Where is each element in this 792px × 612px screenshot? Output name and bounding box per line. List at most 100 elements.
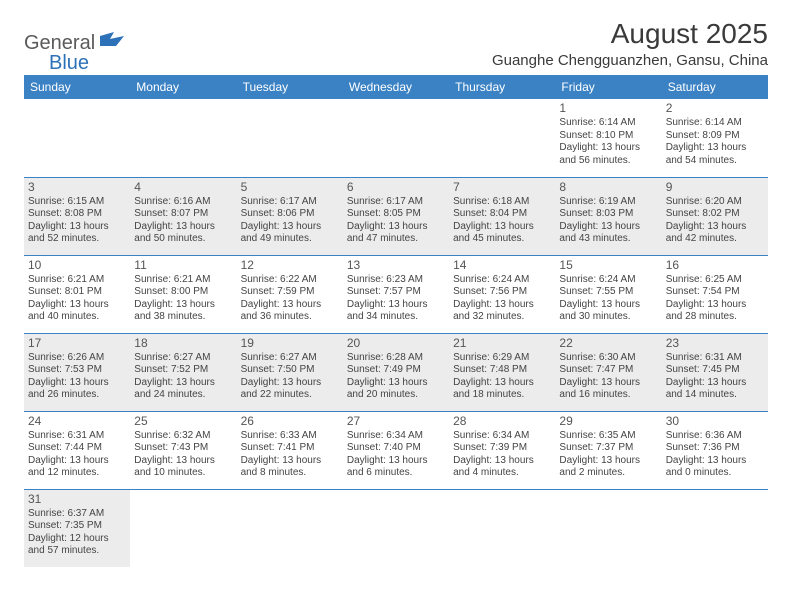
calendar-cell: 6Sunrise: 6:17 AMSunset: 8:05 PMDaylight… bbox=[343, 177, 449, 255]
sunset-text: Sunset: 8:03 PM bbox=[559, 208, 657, 221]
calendar-cell: 21Sunrise: 6:29 AMSunset: 7:48 PMDayligh… bbox=[449, 333, 555, 411]
sunset-text: Sunset: 7:52 PM bbox=[134, 364, 232, 377]
day-number: 20 bbox=[347, 336, 445, 351]
daylight-text: Daylight: 13 hours and 56 minutes. bbox=[559, 142, 657, 167]
day-number: 11 bbox=[134, 258, 232, 273]
sunrise-text: Sunrise: 6:14 AM bbox=[666, 117, 764, 130]
calendar-cell: 7Sunrise: 6:18 AMSunset: 8:04 PMDaylight… bbox=[449, 177, 555, 255]
sunrise-text: Sunrise: 6:34 AM bbox=[453, 430, 551, 443]
calendar-cell: 22Sunrise: 6:30 AMSunset: 7:47 PMDayligh… bbox=[555, 333, 661, 411]
sunset-text: Sunset: 7:37 PM bbox=[559, 442, 657, 455]
day-number: 9 bbox=[666, 180, 764, 195]
calendar-cell: 3Sunrise: 6:15 AMSunset: 8:08 PMDaylight… bbox=[24, 177, 130, 255]
calendar-cell-empty bbox=[237, 489, 343, 567]
day-number: 16 bbox=[666, 258, 764, 273]
sunrise-text: Sunrise: 6:20 AM bbox=[666, 196, 764, 209]
day-number: 3 bbox=[28, 180, 126, 195]
calendar-cell: 18Sunrise: 6:27 AMSunset: 7:52 PMDayligh… bbox=[130, 333, 236, 411]
daylight-text: Daylight: 13 hours and 18 minutes. bbox=[453, 377, 551, 402]
day-number: 28 bbox=[453, 414, 551, 429]
calendar-cell: 2Sunrise: 6:14 AMSunset: 8:09 PMDaylight… bbox=[662, 99, 768, 177]
day-number: 14 bbox=[453, 258, 551, 273]
calendar-cell-empty bbox=[237, 99, 343, 177]
header: General August 2025 Guanghe Chengguanzhe… bbox=[24, 18, 768, 69]
day-number: 21 bbox=[453, 336, 551, 351]
calendar-cell: 19Sunrise: 6:27 AMSunset: 7:50 PMDayligh… bbox=[237, 333, 343, 411]
sunrise-text: Sunrise: 6:22 AM bbox=[241, 274, 339, 287]
sunrise-text: Sunrise: 6:37 AM bbox=[28, 508, 126, 521]
calendar-week: 31Sunrise: 6:37 AMSunset: 7:35 PMDayligh… bbox=[24, 489, 768, 567]
sunrise-text: Sunrise: 6:34 AM bbox=[347, 430, 445, 443]
sunrise-text: Sunrise: 6:27 AM bbox=[241, 352, 339, 365]
sunset-text: Sunset: 7:36 PM bbox=[666, 442, 764, 455]
daylight-text: Daylight: 13 hours and 12 minutes. bbox=[28, 455, 126, 480]
calendar-cell: 24Sunrise: 6:31 AMSunset: 7:44 PMDayligh… bbox=[24, 411, 130, 489]
day-number: 6 bbox=[347, 180, 445, 195]
sunset-text: Sunset: 7:55 PM bbox=[559, 286, 657, 299]
calendar-cell-empty bbox=[130, 99, 236, 177]
location: Guanghe Chengguanzhen, Gansu, China bbox=[492, 52, 768, 69]
day-number: 30 bbox=[666, 414, 764, 429]
sunset-text: Sunset: 7:56 PM bbox=[453, 286, 551, 299]
day-number: 4 bbox=[134, 180, 232, 195]
calendar-week: 3Sunrise: 6:15 AMSunset: 8:08 PMDaylight… bbox=[24, 177, 768, 255]
sunset-text: Sunset: 8:00 PM bbox=[134, 286, 232, 299]
daylight-text: Daylight: 13 hours and 10 minutes. bbox=[134, 455, 232, 480]
day-header: Sunday bbox=[24, 75, 130, 99]
day-number: 26 bbox=[241, 414, 339, 429]
calendar-cell: 25Sunrise: 6:32 AMSunset: 7:43 PMDayligh… bbox=[130, 411, 236, 489]
day-header: Friday bbox=[555, 75, 661, 99]
day-number: 13 bbox=[347, 258, 445, 273]
sunset-text: Sunset: 8:06 PM bbox=[241, 208, 339, 221]
calendar-cell: 5Sunrise: 6:17 AMSunset: 8:06 PMDaylight… bbox=[237, 177, 343, 255]
sunrise-text: Sunrise: 6:15 AM bbox=[28, 196, 126, 209]
sunrise-text: Sunrise: 6:36 AM bbox=[666, 430, 764, 443]
day-number: 7 bbox=[453, 180, 551, 195]
sunset-text: Sunset: 7:45 PM bbox=[666, 364, 764, 377]
sunrise-text: Sunrise: 6:30 AM bbox=[559, 352, 657, 365]
daylight-text: Daylight: 13 hours and 14 minutes. bbox=[666, 377, 764, 402]
daylight-text: Daylight: 13 hours and 24 minutes. bbox=[134, 377, 232, 402]
sunrise-text: Sunrise: 6:24 AM bbox=[453, 274, 551, 287]
logo-text-blue: Blue bbox=[49, 52, 89, 74]
sunrise-text: Sunrise: 6:14 AM bbox=[559, 117, 657, 130]
sunrise-text: Sunrise: 6:31 AM bbox=[666, 352, 764, 365]
day-number: 22 bbox=[559, 336, 657, 351]
calendar-cell-empty bbox=[662, 489, 768, 567]
day-header: Tuesday bbox=[237, 75, 343, 99]
day-number: 10 bbox=[28, 258, 126, 273]
sunset-text: Sunset: 7:59 PM bbox=[241, 286, 339, 299]
calendar-header-row: SundayMondayTuesdayWednesdayThursdayFrid… bbox=[24, 75, 768, 99]
sunrise-text: Sunrise: 6:26 AM bbox=[28, 352, 126, 365]
calendar-cell: 28Sunrise: 6:34 AMSunset: 7:39 PMDayligh… bbox=[449, 411, 555, 489]
calendar-cell-empty bbox=[343, 489, 449, 567]
daylight-text: Daylight: 13 hours and 49 minutes. bbox=[241, 221, 339, 246]
day-header: Thursday bbox=[449, 75, 555, 99]
daylight-text: Daylight: 13 hours and 8 minutes. bbox=[241, 455, 339, 480]
calendar-cell: 13Sunrise: 6:23 AMSunset: 7:57 PMDayligh… bbox=[343, 255, 449, 333]
month-title: August 2025 bbox=[492, 18, 768, 50]
flag-icon bbox=[100, 32, 126, 55]
daylight-text: Daylight: 13 hours and 42 minutes. bbox=[666, 221, 764, 246]
day-number: 18 bbox=[134, 336, 232, 351]
daylight-text: Daylight: 13 hours and 36 minutes. bbox=[241, 299, 339, 324]
daylight-text: Daylight: 13 hours and 34 minutes. bbox=[347, 299, 445, 324]
day-number: 1 bbox=[559, 101, 657, 116]
day-number: 23 bbox=[666, 336, 764, 351]
sunrise-text: Sunrise: 6:27 AM bbox=[134, 352, 232, 365]
sunset-text: Sunset: 7:47 PM bbox=[559, 364, 657, 377]
sunset-text: Sunset: 7:53 PM bbox=[28, 364, 126, 377]
sunrise-text: Sunrise: 6:23 AM bbox=[347, 274, 445, 287]
daylight-text: Daylight: 13 hours and 20 minutes. bbox=[347, 377, 445, 402]
calendar-cell: 29Sunrise: 6:35 AMSunset: 7:37 PMDayligh… bbox=[555, 411, 661, 489]
sunset-text: Sunset: 8:01 PM bbox=[28, 286, 126, 299]
sunset-text: Sunset: 8:07 PM bbox=[134, 208, 232, 221]
day-number: 29 bbox=[559, 414, 657, 429]
day-number: 12 bbox=[241, 258, 339, 273]
calendar-cell: 15Sunrise: 6:24 AMSunset: 7:55 PMDayligh… bbox=[555, 255, 661, 333]
sunrise-text: Sunrise: 6:35 AM bbox=[559, 430, 657, 443]
sunrise-text: Sunrise: 6:25 AM bbox=[666, 274, 764, 287]
daylight-text: Daylight: 13 hours and 28 minutes. bbox=[666, 299, 764, 324]
sunrise-text: Sunrise: 6:28 AM bbox=[347, 352, 445, 365]
daylight-text: Daylight: 13 hours and 6 minutes. bbox=[347, 455, 445, 480]
